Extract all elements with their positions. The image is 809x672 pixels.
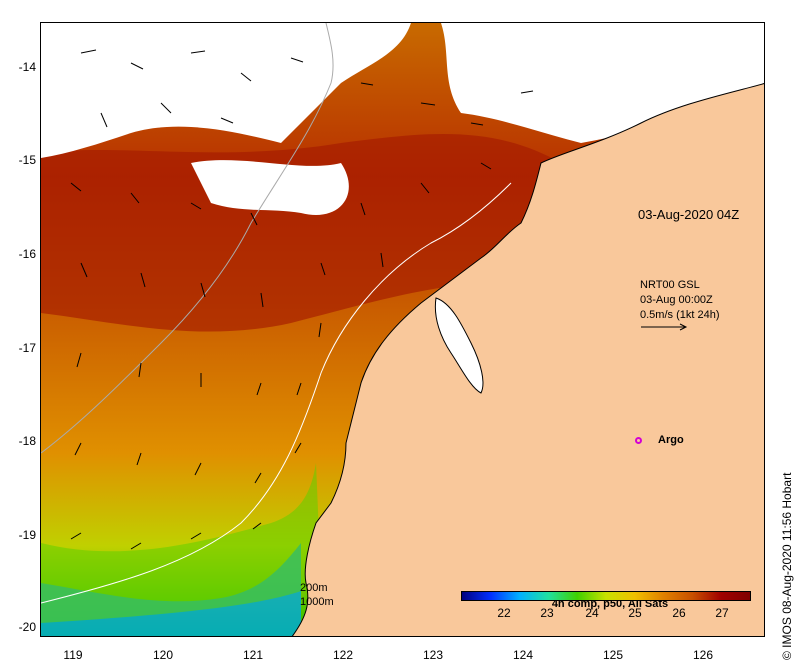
colorbar-tick: 24 [585,606,599,620]
map-frame[interactable] [40,22,765,637]
king-sound [434,297,484,394]
scale-arrow [641,323,688,331]
cloud-mask-2 [191,160,349,215]
x-axis-label: 126 [692,648,714,662]
colorbar-tick: 22 [497,606,511,620]
x-axis-label: 124 [512,648,534,662]
model-name: NRT00 GSL [640,279,700,291]
x-axis-label: 125 [602,648,624,662]
sst-warm-core [41,134,561,332]
x-axis-label: 123 [422,648,444,662]
x-axis-label: 120 [152,648,174,662]
colorbar-title: 4h comp, p50, All Sats [551,598,669,610]
y-axis-label: -16 [18,247,36,261]
credit-text: IMOS 08-Aug-2020 11:56 Hobart [780,472,794,648]
y-axis-label: -19 [18,528,36,542]
contour-200m [41,182,512,604]
y-axis-label: -17 [18,341,36,355]
cloud-mask [41,23,411,158]
y-axis-label: -15 [18,153,36,167]
depth-legend: 200m 1000m [300,581,334,609]
sst-green-band [41,463,321,623]
model-scale: 0.5m/s (1kt 24h) [640,309,720,321]
sst-map[interactable] [41,23,765,637]
current-arrows [70,49,534,550]
y-axis-label: -20 [18,620,36,634]
contour-1000m [41,23,334,454]
colorbar-tick: 25 [628,606,642,620]
x-axis-label: 122 [332,648,354,662]
x-axis-label: 121 [242,648,264,662]
current-model-legend: NRT00 GSL 03-Aug 00:00Z 0.5m/s (1kt 24h) [640,278,719,323]
image-timestamp: 03-Aug-2020 04Z [638,207,740,222]
colorbar-tick: 23 [540,606,554,620]
x-axis-label: 119 [63,648,83,662]
y-axis-label: -18 [18,434,36,448]
depth-200-label: 200m [300,582,328,594]
argo-label: Argo [658,434,684,446]
copyright-icon: © [780,651,794,660]
depth-1000-label: 1000m [300,596,334,608]
colorbar-tick: 27 [715,606,729,620]
colorbar [461,591,751,601]
y-axis-label: -14 [18,60,36,74]
model-time: 03-Aug 00:00Z [640,294,713,306]
credit-line: © IMOS 08-Aug-2020 11:56 Hobart [780,473,794,660]
colorbar-tick: 26 [672,606,686,620]
argo-marker-icon[interactable] [635,437,642,444]
land-mass [291,83,764,636]
